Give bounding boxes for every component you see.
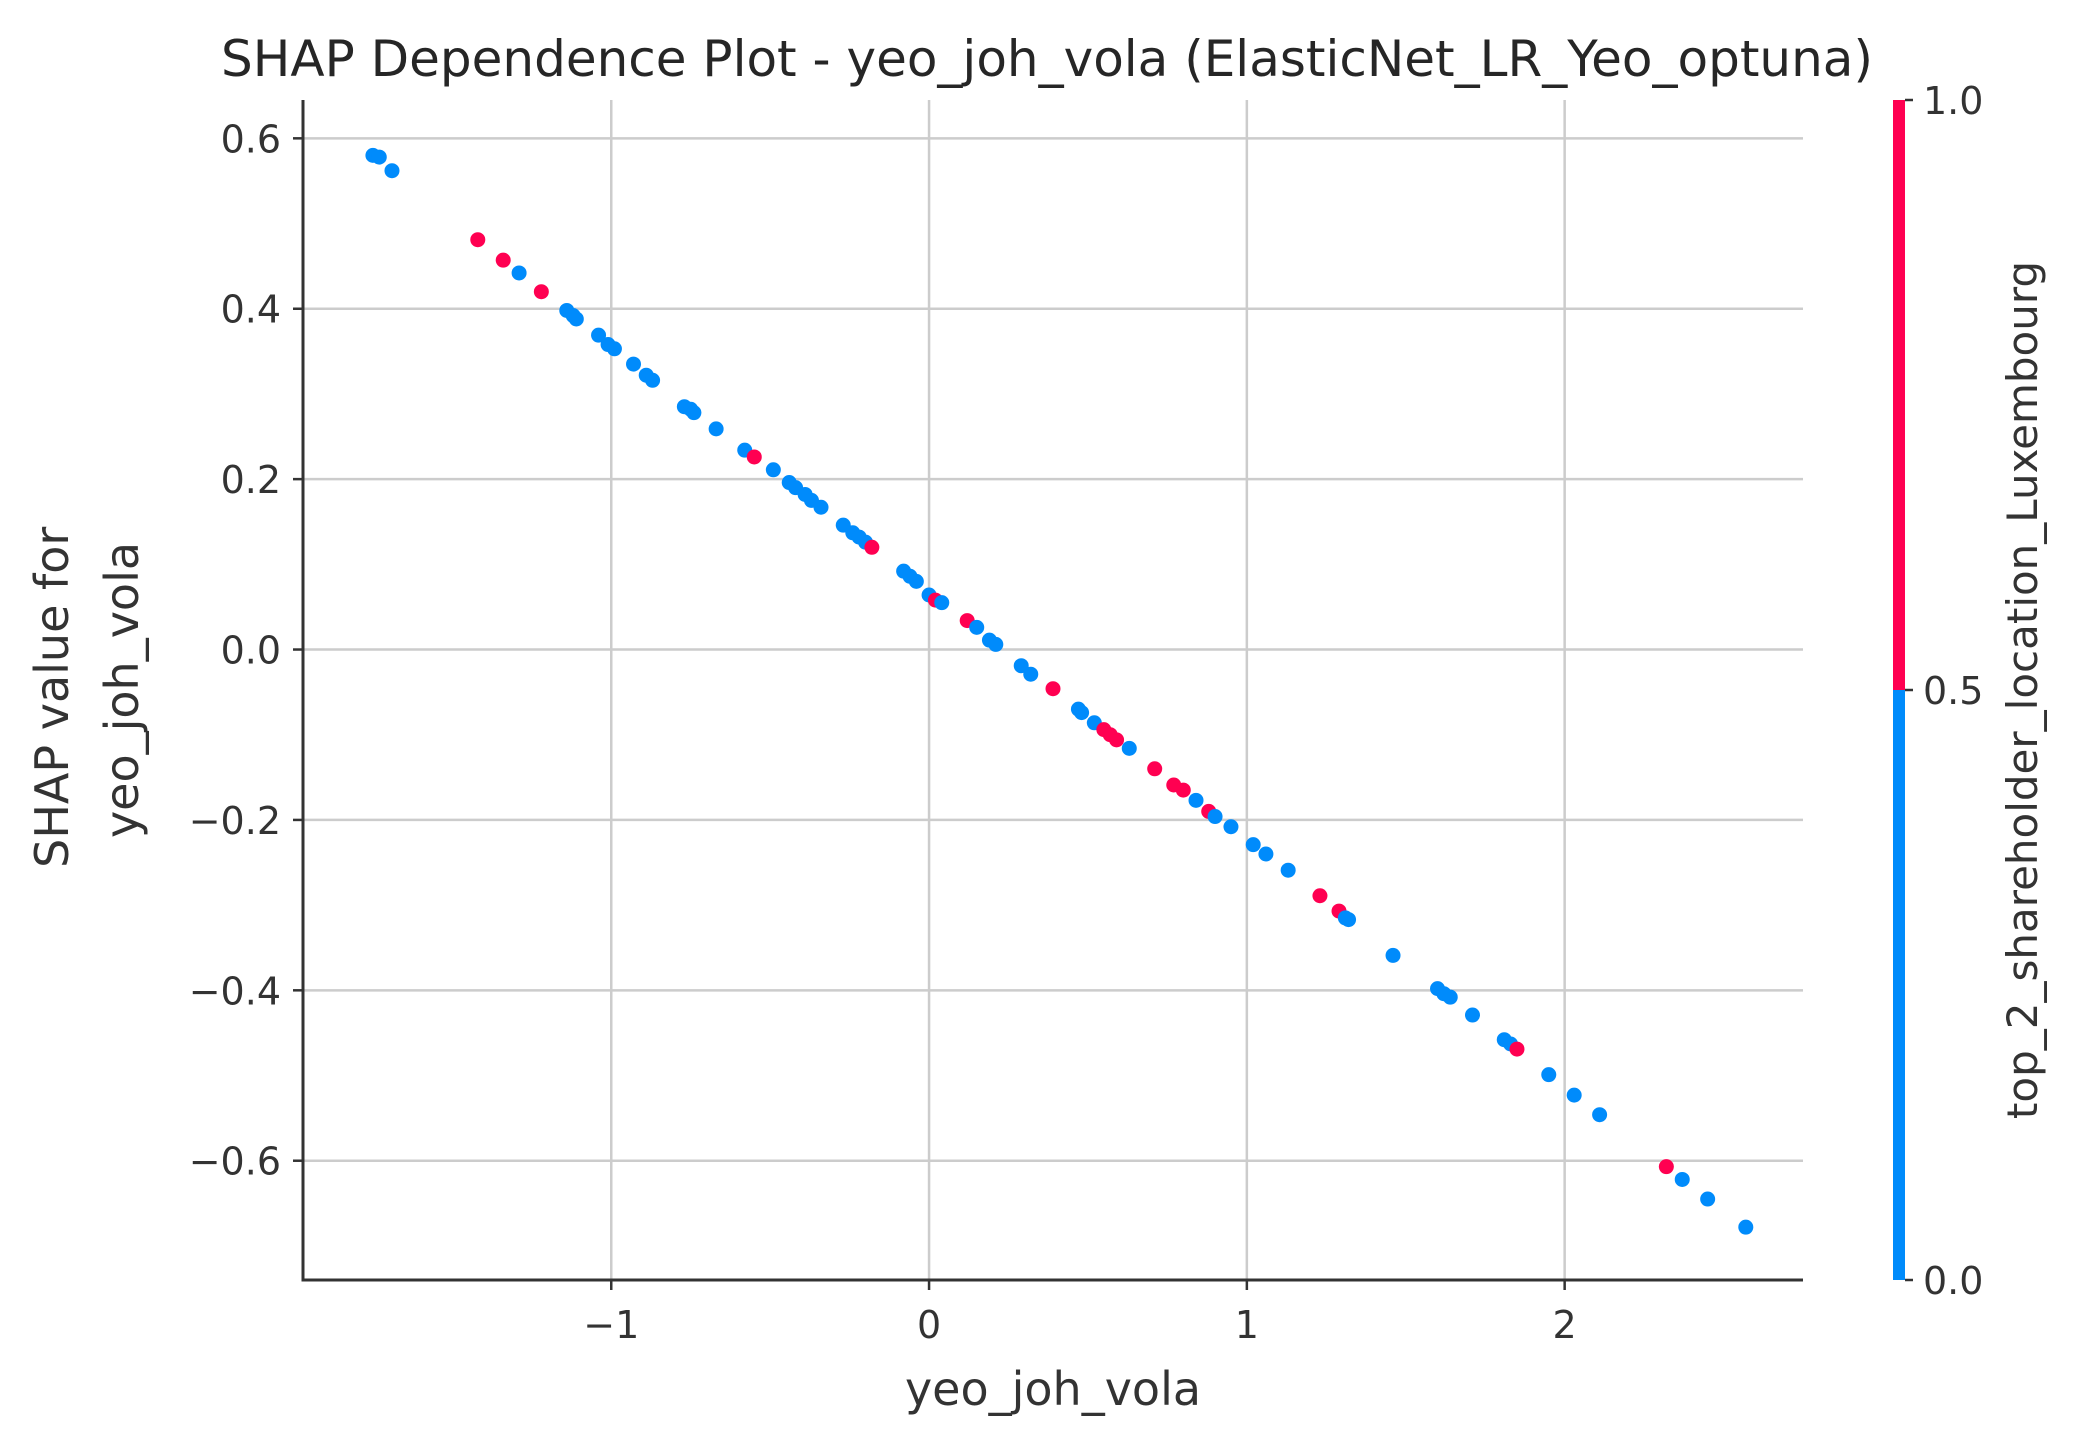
y-tick-label: −0.4: [189, 969, 281, 1013]
colorbar-tick-label: 0.5: [1923, 669, 1983, 713]
data-point: [1280, 862, 1296, 878]
y-tick-label: −0.2: [189, 799, 281, 843]
data-point: [384, 163, 400, 179]
data-point: [606, 341, 622, 357]
data-point: [1541, 1067, 1557, 1083]
data-point: [1207, 809, 1223, 825]
colorbar-label: top_2_shareholder_location_Luxembourg: [1998, 261, 2047, 1119]
colorbar-high-segment: [1893, 100, 1905, 690]
data-point: [1509, 1041, 1525, 1057]
x-tick-label: −1: [583, 1303, 639, 1347]
data-point: [1442, 989, 1458, 1005]
data-point: [864, 539, 880, 555]
colorbar-low-segment: [1893, 690, 1905, 1280]
colorbar-tick-label: 0.0: [1923, 1259, 1983, 1303]
data-point: [934, 595, 950, 611]
data-point: [1109, 732, 1125, 748]
data-point: [1700, 1191, 1716, 1207]
data-point: [1658, 1159, 1674, 1175]
y-tick-label: −0.6: [189, 1140, 281, 1184]
data-point: [1074, 705, 1090, 721]
data-point: [568, 311, 584, 327]
data-point: [765, 462, 781, 478]
colorbar-ticks: 0.0 0.5 1.0: [1905, 79, 1983, 1303]
grid-lines: [303, 100, 1803, 1280]
data-point: [969, 619, 985, 635]
data-point: [1464, 1007, 1480, 1023]
data-point: [708, 421, 724, 437]
y-axis-ticks: 0.6 0.4 0.2 0.0 −0.2 −0.4 −0.6: [189, 117, 303, 1184]
y-tick-label: 0.2: [221, 458, 281, 502]
data-point: [1258, 846, 1274, 862]
x-axis-ticks: −1 0 1 2: [583, 1280, 1577, 1347]
data-point: [371, 149, 387, 165]
data-point: [1245, 837, 1261, 853]
data-point: [1385, 947, 1401, 963]
data-point: [1223, 819, 1239, 835]
data-point: [908, 573, 924, 589]
y-tick-label: 0.4: [221, 288, 281, 332]
colorbar-tick-label: 1.0: [1923, 79, 1983, 123]
x-tick-label: 2: [1553, 1303, 1577, 1347]
x-axis-label: yeo_joh_vola: [905, 1362, 1201, 1416]
data-points: [365, 147, 1754, 1235]
data-point: [1175, 782, 1191, 798]
data-point: [645, 372, 661, 388]
y-axis-label-line-1: SHAP value for: [25, 527, 79, 868]
data-point: [591, 327, 607, 343]
data-point: [813, 499, 829, 515]
data-point: [1592, 1107, 1608, 1123]
data-point: [470, 232, 486, 248]
x-tick-label: 0: [917, 1303, 941, 1347]
data-point: [746, 449, 762, 465]
data-point: [495, 252, 511, 268]
plot-spines: [301, 100, 1803, 1282]
data-point: [511, 265, 527, 281]
data-point: [533, 284, 549, 300]
data-point: [1341, 912, 1357, 928]
data-point: [1147, 761, 1163, 777]
data-point: [686, 405, 702, 421]
data-point: [626, 356, 642, 372]
data-point: [1674, 1171, 1690, 1187]
data-point: [1188, 792, 1204, 808]
data-point: [1738, 1219, 1754, 1235]
data-point: [1121, 740, 1137, 756]
y-tick-label: 0.6: [221, 117, 281, 161]
x-tick-label: 1: [1235, 1303, 1259, 1347]
data-point: [988, 636, 1004, 652]
y-axis-label: SHAP value for yeo_joh_vola: [25, 512, 149, 868]
data-point: [1045, 681, 1061, 697]
data-point: [1566, 1087, 1582, 1103]
y-axis-label-line-2: yeo_joh_vola: [95, 542, 149, 838]
y-tick-label: 0.0: [221, 629, 281, 673]
data-point: [1312, 888, 1328, 904]
data-point: [1023, 666, 1039, 682]
chart-title: SHAP Dependence Plot - yeo_joh_vola (Ela…: [221, 30, 1873, 88]
